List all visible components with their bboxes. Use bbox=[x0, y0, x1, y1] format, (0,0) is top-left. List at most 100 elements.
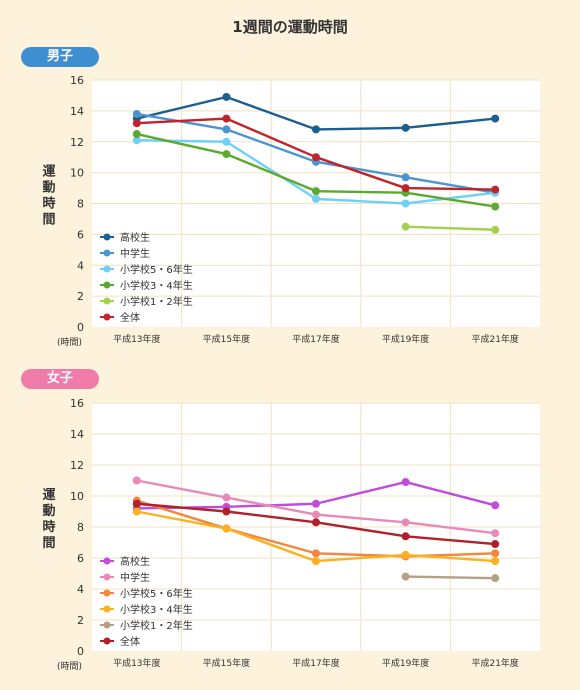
girls-y-tick-label: 6 bbox=[77, 552, 84, 565]
girls-data-point bbox=[491, 529, 500, 538]
girls-legend-marker bbox=[103, 573, 111, 581]
girls-x-tick-label: 平成13年度 bbox=[113, 657, 160, 669]
girls-y-tick-label: 16 bbox=[70, 397, 84, 410]
girls-x-tick-label: 平成17年度 bbox=[292, 657, 339, 669]
girls-x-tick-label: 平成19年度 bbox=[382, 657, 429, 669]
boys-y-tick-label: 4 bbox=[77, 259, 84, 272]
boys-y-axis-label-char: 間 bbox=[42, 213, 55, 228]
girls-y-tick-label: 0 bbox=[77, 645, 84, 658]
girls-legend-marker bbox=[103, 557, 111, 565]
boys-data-point bbox=[222, 150, 231, 159]
boys-x-tick-label: 平成13年度 bbox=[113, 333, 160, 345]
boys-legend-label: 全体 bbox=[120, 311, 140, 324]
girls-legend-marker bbox=[103, 605, 111, 613]
girls-legend-marker bbox=[103, 637, 111, 645]
girls-legend-label: 全体 bbox=[120, 635, 140, 648]
girls-data-point bbox=[491, 501, 500, 510]
girls-data-point bbox=[312, 557, 320, 566]
boys-data-point bbox=[312, 153, 320, 162]
girls-data-point bbox=[132, 499, 141, 508]
boys-x-tick-label: 平成19年度 bbox=[382, 333, 429, 345]
girls-data-point bbox=[491, 540, 500, 549]
boys-x-tick-label: 平成15年度 bbox=[203, 333, 250, 345]
boys-legend-marker bbox=[103, 249, 111, 257]
boys-legend-label: 高校生 bbox=[120, 231, 150, 244]
girls-data-point bbox=[401, 572, 410, 581]
girls-legend-label: 高校生 bbox=[120, 555, 150, 568]
boys-data-point bbox=[222, 92, 231, 101]
girls-series-line bbox=[405, 575, 496, 580]
boys-data-point bbox=[312, 187, 320, 196]
boys-data-point bbox=[401, 173, 410, 182]
boys-legend-label: 中学生 bbox=[120, 247, 150, 260]
boys-data-point bbox=[401, 184, 410, 193]
boys-data-point bbox=[222, 137, 231, 146]
boys-y-tick-label: 0 bbox=[77, 321, 84, 334]
boys-series-line bbox=[405, 225, 496, 231]
boys-y-tick-label: 12 bbox=[70, 136, 84, 149]
boys-y-axis-label-char: 時 bbox=[42, 196, 55, 212]
girls-legend-marker bbox=[103, 621, 111, 629]
boys-y-axis-label-char: 動 bbox=[42, 180, 55, 196]
girls-x-tick-label: 平成15年度 bbox=[203, 657, 250, 669]
girls-data-point bbox=[222, 507, 231, 516]
boys-legend-label: 小学校5・6年生 bbox=[120, 263, 193, 276]
boys-x-tick-label: 平成21年度 bbox=[471, 333, 518, 345]
boys-data-point bbox=[401, 222, 410, 231]
girls-data-point bbox=[312, 549, 320, 558]
boys-y-tick-label: 8 bbox=[77, 198, 84, 211]
girls-y-axis-label-char: 時 bbox=[42, 519, 55, 535]
boys-data-point bbox=[401, 123, 410, 132]
boys-y-axis-label-char: 運 bbox=[42, 165, 55, 180]
girls-data-point bbox=[491, 557, 500, 566]
boys-data-point bbox=[312, 125, 320, 134]
girls-y-axis-label-char: 運 bbox=[42, 488, 55, 503]
boys-data-point bbox=[491, 202, 500, 211]
boys-data-point bbox=[132, 130, 141, 139]
girls-badge: 女子 bbox=[21, 369, 99, 389]
girls-legend-marker bbox=[103, 589, 111, 597]
girls-data-point bbox=[132, 476, 141, 485]
girls-y-tick-label: 8 bbox=[77, 521, 84, 534]
boys-data-point bbox=[132, 109, 141, 118]
girls-data-point bbox=[312, 499, 320, 508]
boys-legend-label: 小学校3・4年生 bbox=[120, 279, 193, 292]
boys-data-point bbox=[401, 199, 410, 208]
boys-legend-marker bbox=[103, 297, 111, 305]
boys-legend-marker bbox=[103, 281, 111, 289]
boys-y-tick-label: 14 bbox=[70, 105, 84, 118]
girls-data-point bbox=[132, 507, 141, 516]
girls-x-tick-label: 平成21年度 bbox=[471, 657, 518, 669]
girls-y-axis-label-char: 動 bbox=[42, 503, 55, 519]
girls-y-unit: (時間) bbox=[57, 661, 82, 672]
boys-x-tick-label: 平成17年度 bbox=[292, 333, 339, 345]
boys-data-point bbox=[491, 225, 500, 234]
girls-y-tick-label: 2 bbox=[77, 614, 84, 627]
girls-data-point bbox=[491, 549, 500, 558]
boys-legend-marker bbox=[103, 265, 111, 273]
boys-y-tick-label: 10 bbox=[70, 167, 84, 180]
girls-data-point bbox=[222, 493, 231, 502]
boys-data-point bbox=[132, 119, 141, 128]
boys-data-point bbox=[222, 125, 231, 134]
boys-legend-marker bbox=[103, 233, 111, 241]
boys-badge: 男子 bbox=[21, 47, 99, 67]
girls-y-tick-label: 10 bbox=[70, 490, 84, 503]
girls-y-tick-label: 4 bbox=[77, 583, 84, 596]
boys-data-point bbox=[222, 114, 231, 123]
girls-data-point bbox=[312, 510, 320, 519]
boys-data-point bbox=[132, 136, 141, 145]
boys-data-point bbox=[491, 114, 500, 123]
girls-data-point bbox=[491, 574, 500, 583]
girls-y-tick-label: 12 bbox=[70, 459, 84, 472]
girls-y-axis-label-char: 間 bbox=[42, 536, 55, 551]
boys-legend-marker bbox=[103, 313, 111, 321]
girls-data-point bbox=[401, 532, 410, 541]
girls-data-point bbox=[401, 518, 410, 527]
boys-data-point bbox=[312, 194, 320, 203]
girls-legend-label: 小学校3・4年生 bbox=[120, 603, 193, 616]
page-title: 1週間の運動時間 bbox=[232, 18, 348, 36]
boys-y-tick-label: 16 bbox=[70, 74, 84, 87]
